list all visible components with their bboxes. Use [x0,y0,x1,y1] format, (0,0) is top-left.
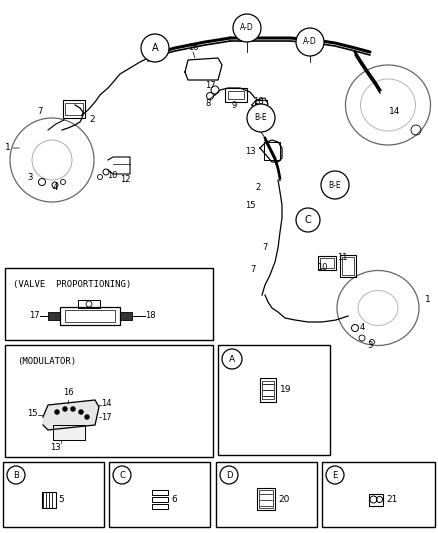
Bar [120,312,132,320]
Text: 18: 18 [145,311,155,320]
Bar [322,462,435,527]
Bar [65,310,115,322]
Bar [260,378,276,402]
Text: A: A [152,43,158,53]
Text: 7: 7 [37,108,42,117]
Circle shape [321,171,349,199]
Bar [48,312,60,320]
Circle shape [222,349,242,369]
Circle shape [113,466,131,484]
Text: 9: 9 [231,101,237,109]
Text: 16: 16 [63,388,73,397]
Bar [368,494,382,505]
Text: C: C [304,215,311,225]
Text: 2: 2 [89,116,95,125]
Bar [262,381,274,399]
Bar [65,103,83,115]
Circle shape [85,415,89,419]
Text: 10: 10 [107,171,117,180]
Text: 7: 7 [262,244,268,253]
Bar [342,257,354,275]
Text: B: B [13,471,19,480]
Bar [257,488,275,510]
Circle shape [326,466,344,484]
Bar [228,91,244,99]
Text: 14: 14 [101,399,112,408]
Bar [318,256,336,270]
Text: 6: 6 [172,495,177,504]
Circle shape [7,466,25,484]
Text: A-D: A-D [303,37,317,46]
Text: 17: 17 [205,80,215,90]
Text: 3: 3 [367,341,373,350]
Text: 14: 14 [389,108,401,117]
Text: 17: 17 [101,413,112,422]
Bar [5,268,213,340]
Text: 4: 4 [359,324,364,333]
Text: 19: 19 [280,385,292,394]
Text: D: D [226,471,232,480]
Bar [5,345,213,457]
Text: 17: 17 [29,311,40,320]
Text: 12: 12 [120,175,130,184]
Text: (MODULATOR): (MODULATOR) [17,357,76,366]
Text: 13: 13 [245,148,255,157]
Circle shape [247,104,275,132]
Text: 3: 3 [27,174,33,182]
Text: 2: 2 [255,183,261,192]
Text: C: C [119,471,125,480]
Text: 4: 4 [53,183,58,192]
Bar [63,100,85,118]
Bar [218,345,330,455]
Text: 10: 10 [317,263,327,272]
Text: B-E: B-E [328,181,341,190]
Polygon shape [53,425,85,440]
Text: 8: 8 [205,99,211,108]
Bar [3,462,104,527]
Text: 11: 11 [337,254,347,262]
Circle shape [78,409,84,415]
Text: 20: 20 [279,495,290,504]
Circle shape [54,409,60,415]
Text: A: A [229,354,235,364]
Text: A-D: A-D [240,23,254,33]
Circle shape [220,466,238,484]
Bar [340,255,356,277]
Text: 1: 1 [5,143,11,152]
Bar [264,142,280,160]
Text: 5: 5 [59,495,64,504]
Bar [225,88,247,102]
Bar [216,462,317,527]
Bar [258,489,272,507]
Bar [152,504,167,508]
Bar [152,489,167,495]
Bar [320,258,334,268]
Text: 1: 1 [425,295,431,304]
Bar [152,497,167,502]
Text: 15: 15 [28,408,38,417]
Circle shape [63,407,67,411]
Polygon shape [43,400,99,430]
Text: B-E: B-E [254,114,267,123]
Bar [109,462,210,527]
Bar [60,307,120,325]
Circle shape [233,14,261,42]
Bar [78,300,100,308]
Text: 7: 7 [250,265,256,274]
Text: E: E [332,471,338,480]
Circle shape [71,407,75,411]
Circle shape [141,34,169,62]
Text: 15: 15 [245,200,255,209]
Circle shape [296,28,324,56]
Text: (VALVE  PROPORTIONING): (VALVE PROPORTIONING) [13,280,131,289]
Text: 16: 16 [188,44,198,52]
Bar [255,100,267,112]
Bar [42,491,56,507]
Text: 21: 21 [386,495,398,504]
Text: 18: 18 [253,98,263,107]
Text: 13: 13 [49,443,60,452]
Circle shape [296,208,320,232]
